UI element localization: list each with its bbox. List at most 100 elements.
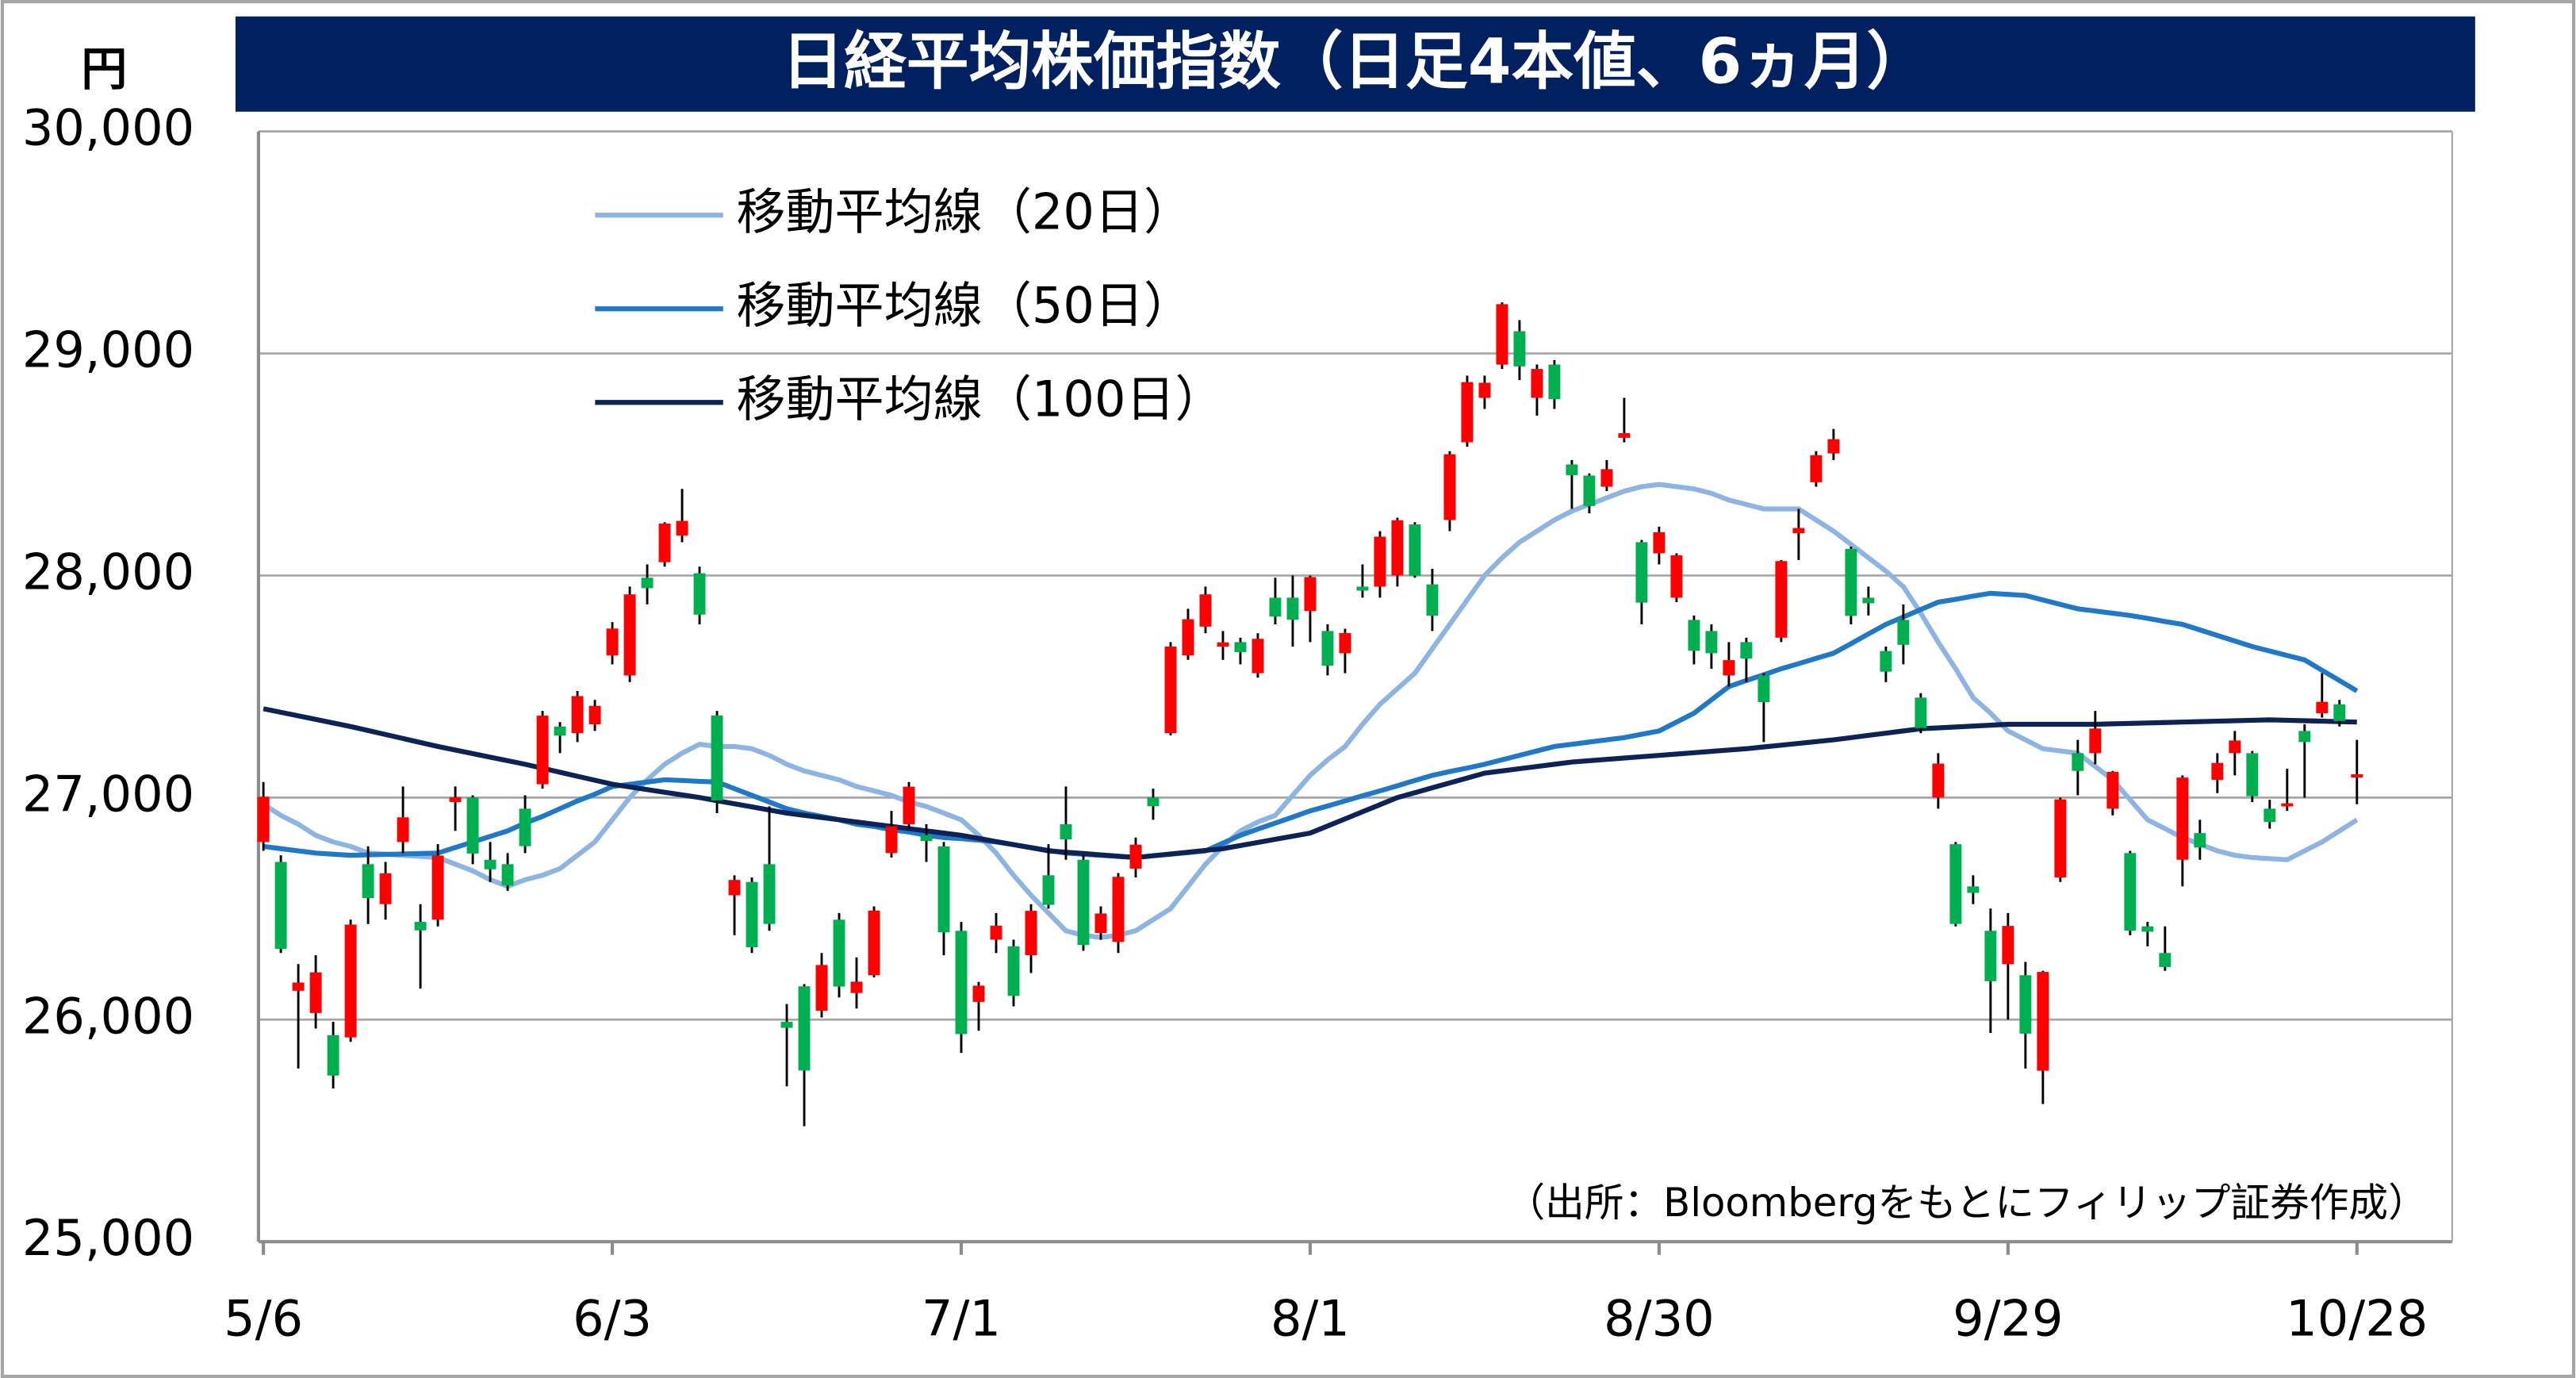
candle [1478, 375, 1491, 409]
legend-label: 移動平均線（50日） [736, 276, 1193, 334]
candle [1531, 364, 1543, 416]
candle [693, 566, 706, 625]
candle-body [1443, 454, 1456, 520]
candle-body [466, 797, 479, 854]
candle [676, 489, 688, 543]
candle [2229, 731, 2241, 776]
candle-body [1618, 433, 1631, 438]
candle-body [1653, 532, 1666, 554]
candle-body [327, 1034, 339, 1076]
y-tick-label: 29,000 [22, 321, 194, 379]
candle-body [397, 817, 409, 843]
candle-body [2159, 953, 2172, 967]
candle-body [1234, 642, 1247, 653]
candle-body [2316, 701, 2329, 713]
candle-body [1199, 594, 1212, 627]
candle [1304, 575, 1317, 643]
candle-body [2141, 926, 2154, 932]
candle-body [1269, 597, 1282, 617]
candle [2141, 922, 2154, 946]
x-tick-label: 5/6 [224, 1290, 303, 1348]
candle [1461, 375, 1474, 447]
candle [868, 906, 880, 978]
candle-body [1548, 364, 1561, 400]
candle-body [1496, 304, 1508, 365]
candle [763, 806, 776, 931]
candle [484, 842, 496, 882]
candle [955, 922, 968, 1054]
chart-title: 日経平均株価指数（日足4本値、6ヵ月） [782, 25, 1930, 98]
candle-body [1007, 946, 1020, 996]
candle [920, 823, 933, 862]
candle [1688, 615, 1700, 665]
candle-body [2089, 728, 2102, 754]
candle [1217, 631, 1229, 660]
y-tick-label: 30,000 [22, 99, 194, 157]
candle [1094, 906, 1107, 940]
candle-body [274, 862, 287, 949]
candle-body [937, 846, 950, 933]
candle-body [1112, 877, 1125, 942]
x-tick-label: 8/1 [1271, 1290, 1350, 1348]
candle [1723, 642, 1735, 687]
candle-body [2037, 972, 2049, 1071]
candle-body [1391, 520, 1404, 576]
candle-body [972, 985, 985, 1002]
candle-body [1845, 548, 1857, 616]
candle [1513, 320, 1526, 381]
candle [554, 722, 566, 754]
candle-body [2281, 803, 2294, 807]
candle-body [1164, 647, 1177, 734]
candle-body [798, 986, 811, 1071]
candle [1286, 575, 1299, 647]
candle [1915, 693, 1927, 734]
candle-body [484, 859, 496, 869]
candle [257, 781, 270, 851]
candle-body [1025, 911, 1037, 956]
candle [1077, 855, 1090, 951]
candle [309, 955, 322, 1029]
candle-body [1094, 913, 1107, 934]
candle [292, 964, 305, 1069]
candle-body [1356, 586, 1369, 591]
candle [850, 957, 863, 1009]
candle [2072, 739, 2084, 796]
candle-body [2333, 704, 2346, 721]
candle [1339, 628, 1351, 674]
candle [2194, 820, 2206, 860]
candle [1548, 359, 1561, 409]
y-tick-label: 25,000 [22, 1209, 194, 1267]
candle-body [2176, 777, 2189, 860]
candle-body [588, 705, 601, 724]
candle [780, 1004, 793, 1087]
candle [344, 919, 357, 1042]
candle [1897, 604, 1910, 665]
candle [1600, 459, 1613, 492]
candle-body [1758, 675, 1770, 702]
candle [972, 981, 985, 1031]
candle-body [257, 796, 270, 843]
candle-body [2246, 753, 2259, 796]
candle-body [2124, 853, 2137, 931]
y-unit: 円 [81, 42, 127, 96]
candle-body [2019, 975, 2032, 1034]
candle [536, 711, 549, 789]
candle-body [536, 716, 549, 785]
candle [274, 855, 287, 954]
candle [414, 904, 427, 989]
candle-body [1286, 597, 1299, 620]
candle [2176, 775, 2189, 887]
candle-body [431, 855, 444, 920]
candle [1025, 904, 1037, 973]
candle [1164, 642, 1177, 735]
candle-body [641, 578, 654, 589]
candle-body [728, 880, 741, 896]
candle [1932, 753, 1945, 809]
candle-body [1252, 639, 1264, 674]
candle [746, 877, 758, 954]
candle [1949, 842, 1962, 927]
candle [1252, 633, 1264, 678]
candle-body [1723, 660, 1735, 676]
candle-body [2229, 740, 2241, 754]
